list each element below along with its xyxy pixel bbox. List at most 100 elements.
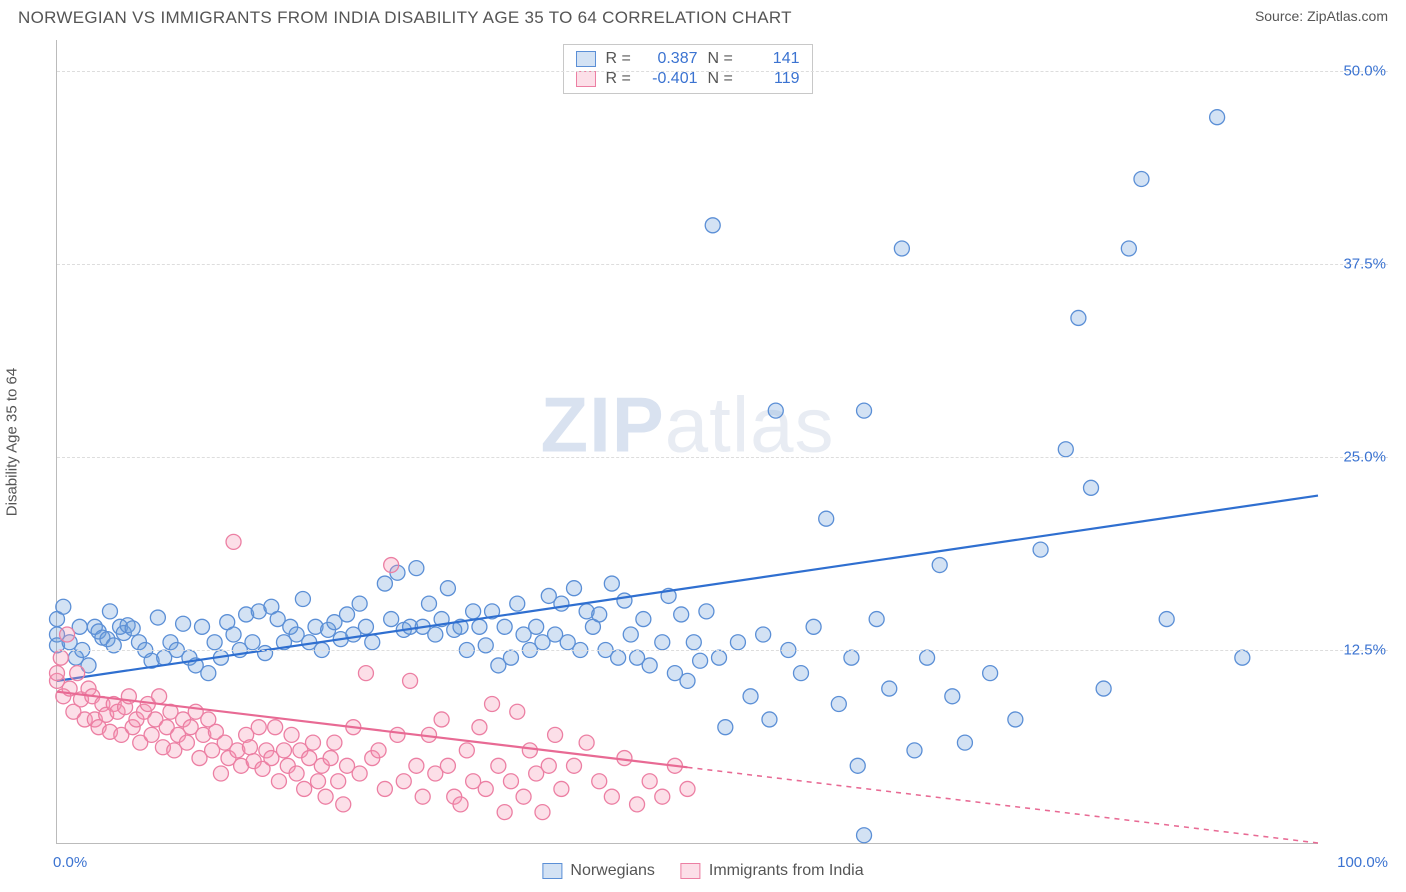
- data-point: [718, 720, 733, 735]
- data-point: [611, 650, 626, 665]
- data-point: [1134, 171, 1149, 186]
- data-point: [440, 581, 455, 596]
- data-point: [1033, 542, 1048, 557]
- gridline: [57, 264, 1388, 265]
- data-point: [793, 666, 808, 681]
- data-point: [384, 558, 399, 573]
- legend-item: Immigrants from India: [681, 862, 864, 880]
- source-attribution: Source: ZipAtlas.com: [1255, 8, 1388, 24]
- data-point: [680, 673, 695, 688]
- data-point: [857, 403, 872, 418]
- data-point: [510, 704, 525, 719]
- data-point: [535, 805, 550, 820]
- data-point: [529, 619, 544, 634]
- data-point: [579, 735, 594, 750]
- stat-r-label: R =: [606, 70, 634, 88]
- data-point: [674, 607, 689, 622]
- data-point: [756, 627, 771, 642]
- data-point: [806, 619, 821, 634]
- data-point: [213, 766, 228, 781]
- data-point: [327, 735, 342, 750]
- data-point: [743, 689, 758, 704]
- data-point: [428, 627, 443, 642]
- data-point: [850, 758, 865, 773]
- y-tick-label: 25.0%: [1343, 448, 1386, 465]
- data-point: [297, 781, 312, 796]
- chart-container: Disability Age 35 to 64 ZIPatlas R =0.38…: [18, 40, 1388, 844]
- data-point: [226, 534, 241, 549]
- data-point: [894, 241, 909, 256]
- data-point: [245, 635, 260, 650]
- data-point: [1159, 612, 1174, 627]
- data-point: [762, 712, 777, 727]
- data-point: [630, 797, 645, 812]
- data-point: [617, 593, 632, 608]
- data-point: [592, 774, 607, 789]
- data-point: [604, 576, 619, 591]
- data-point: [819, 511, 834, 526]
- data-point: [503, 774, 518, 789]
- data-point: [548, 727, 563, 742]
- data-point: [258, 646, 273, 661]
- data-point: [358, 619, 373, 634]
- data-point: [195, 619, 210, 634]
- data-point: [768, 403, 783, 418]
- stat-n-label: N =: [708, 70, 736, 88]
- data-point: [920, 650, 935, 665]
- data-point: [415, 789, 430, 804]
- data-point: [271, 774, 286, 789]
- stat-n-label: N =: [708, 50, 736, 68]
- data-point: [207, 635, 222, 650]
- data-point: [882, 681, 897, 696]
- data-point: [70, 666, 85, 681]
- data-point: [554, 781, 569, 796]
- data-point: [655, 789, 670, 804]
- data-point: [365, 635, 380, 650]
- chart-title: NORWEGIAN VS IMMIGRANTS FROM INDIA DISAB…: [18, 8, 792, 28]
- data-point: [371, 743, 386, 758]
- data-point: [268, 720, 283, 735]
- data-point: [453, 797, 468, 812]
- stat-r-label: R =: [606, 50, 634, 68]
- data-point: [983, 666, 998, 681]
- data-point: [642, 774, 657, 789]
- legend-swatch: [542, 863, 562, 879]
- stats-row: R = -0.401 N = 119: [576, 69, 800, 89]
- legend-label: Norwegians: [570, 862, 654, 880]
- data-point: [409, 561, 424, 576]
- data-point: [318, 789, 333, 804]
- stat-r-value: -0.401: [644, 70, 698, 88]
- data-point: [336, 797, 351, 812]
- data-point: [686, 635, 701, 650]
- data-point: [623, 627, 638, 642]
- y-tick-label: 12.5%: [1343, 641, 1386, 658]
- data-point: [497, 805, 512, 820]
- y-tick-label: 50.0%: [1343, 62, 1386, 79]
- trend-line-dashed: [688, 767, 1319, 843]
- scatter-svg: [57, 40, 1318, 843]
- data-point: [331, 774, 346, 789]
- source-name: ZipAtlas.com: [1307, 8, 1388, 24]
- data-point: [485, 697, 500, 712]
- data-point: [340, 607, 355, 622]
- legend-swatch: [681, 863, 701, 879]
- data-point: [491, 758, 506, 773]
- data-point: [907, 743, 922, 758]
- y-tick-label: 37.5%: [1343, 255, 1386, 272]
- data-point: [56, 599, 71, 614]
- data-point: [251, 720, 266, 735]
- data-point: [642, 658, 657, 673]
- trend-line: [57, 496, 1318, 681]
- data-point: [554, 596, 569, 611]
- data-point: [932, 558, 947, 573]
- stat-n-value: 119: [746, 70, 800, 88]
- gridline: [57, 457, 1388, 458]
- data-point: [377, 576, 392, 591]
- data-point: [150, 610, 165, 625]
- data-point: [201, 666, 216, 681]
- data-point: [352, 766, 367, 781]
- data-point: [434, 712, 449, 727]
- x-tick-label: 100.0%: [1337, 854, 1388, 871]
- data-point: [510, 596, 525, 611]
- data-point: [472, 720, 487, 735]
